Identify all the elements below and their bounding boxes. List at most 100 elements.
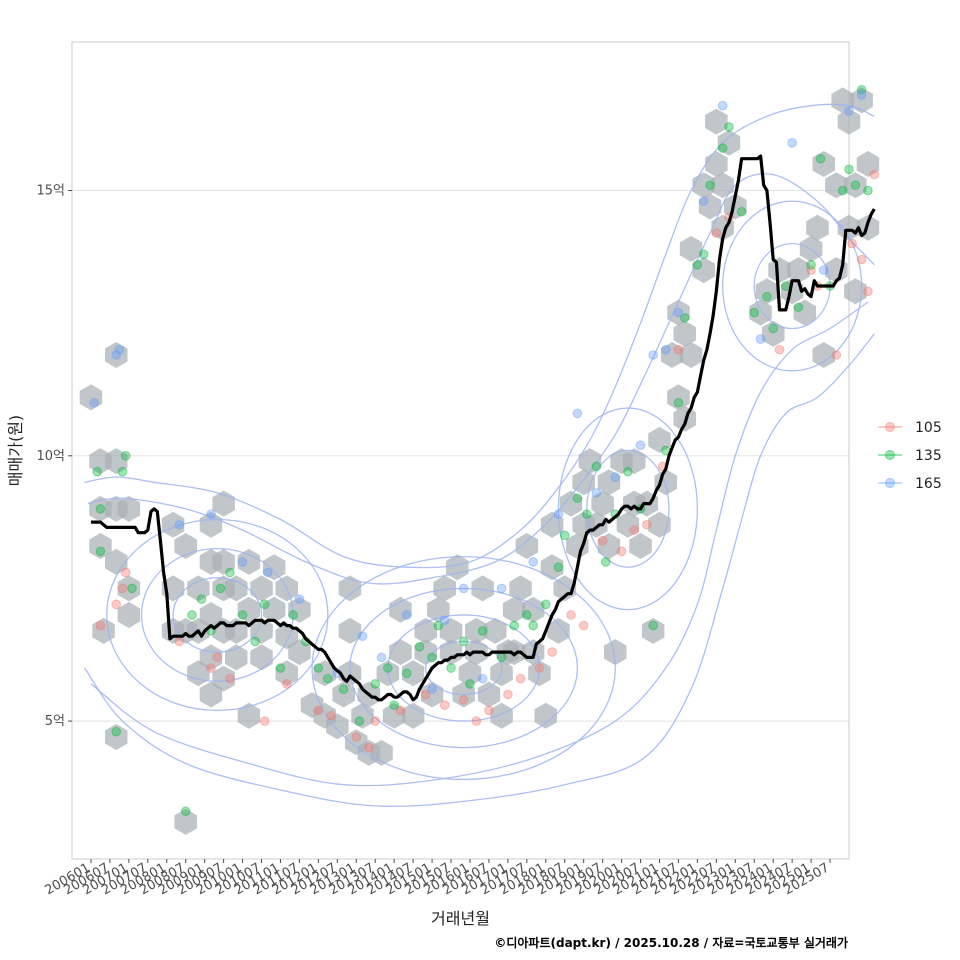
y-tick-label: 5억	[45, 714, 65, 729]
data-point-165	[376, 652, 387, 663]
x-axis-title: 거래년월	[431, 909, 490, 928]
data-point-135	[768, 323, 778, 334]
data-point-135	[370, 679, 381, 689]
data-point-135	[354, 716, 365, 726]
hex-bin	[351, 702, 374, 729]
hex-bin	[623, 448, 646, 475]
hex-bin	[547, 617, 570, 644]
data-point-165	[111, 350, 122, 360]
data-point-105	[351, 732, 362, 742]
density-contour	[90, 301, 869, 787]
data-point-135	[623, 466, 633, 477]
data-point-105	[547, 647, 557, 657]
data-point-105	[471, 716, 482, 726]
data-point-135	[844, 164, 854, 175]
data-point-165	[439, 615, 450, 626]
hex-bin	[212, 665, 235, 692]
data-point-135	[781, 281, 791, 291]
hex-bin	[768, 257, 791, 284]
density-contour-closed	[172, 577, 263, 653]
hex-bin	[174, 808, 197, 835]
hex-bin	[458, 660, 482, 687]
data-point-105	[673, 344, 684, 355]
hex-bin	[332, 681, 355, 708]
hex-bin	[212, 548, 235, 575]
legend-item-165: 165	[878, 476, 942, 492]
density-contour-closed	[311, 555, 616, 781]
hex-bin	[79, 384, 103, 411]
data-point-135	[572, 493, 583, 504]
data-point-105	[117, 583, 128, 594]
data-point-105	[439, 700, 450, 710]
hex-bin	[698, 193, 722, 220]
density-contour-closed	[349, 587, 579, 749]
y-tick-label: 10억	[36, 449, 65, 464]
hex-bin	[629, 533, 652, 559]
hex-bin	[117, 575, 141, 602]
data-point-135	[313, 663, 324, 673]
hex-bin	[667, 299, 690, 326]
density-contour-closed	[387, 614, 541, 722]
hex-bin	[117, 495, 141, 522]
data-point-135	[117, 466, 128, 477]
hex-bin	[648, 511, 671, 538]
data-point-135	[850, 180, 861, 191]
hex-bin	[534, 702, 557, 729]
data-point-105	[364, 742, 374, 753]
hex-bin	[705, 108, 728, 135]
hex-bin	[755, 278, 779, 305]
density-contour-closed	[722, 200, 863, 372]
data-point-165	[591, 488, 602, 498]
data-point-165	[263, 567, 273, 578]
hex-bin	[502, 639, 526, 666]
data-point-135	[496, 652, 507, 663]
hex-bin	[540, 511, 564, 538]
data-point-105	[259, 716, 270, 726]
hex-bin	[844, 172, 867, 199]
data-point-135	[95, 504, 106, 514]
data-point-105	[806, 265, 816, 275]
data-point-165	[661, 344, 671, 355]
data-point-135	[187, 610, 197, 620]
data-point-135	[540, 599, 551, 610]
hex-bin	[439, 617, 463, 644]
data-point-165	[635, 440, 646, 450]
data-point-135	[528, 620, 538, 631]
hex-bin	[641, 617, 665, 644]
hex-bin	[105, 342, 128, 368]
hex-bin	[477, 681, 501, 708]
data-point-165	[294, 594, 305, 604]
data-point-105	[111, 599, 122, 610]
data-point-105	[281, 679, 292, 689]
data-point-135	[427, 652, 437, 663]
data-point-165	[427, 684, 437, 695]
density-contour	[87, 173, 875, 585]
data-point-165	[572, 408, 583, 419]
data-point-135	[215, 583, 226, 594]
hex-bin	[262, 596, 286, 623]
hex-bin	[237, 702, 261, 729]
axes: 5억10억15억20060120060720070120070720080120…	[36, 184, 832, 899]
data-point-135	[259, 599, 270, 610]
data-point-105	[212, 652, 223, 663]
hex-bin	[679, 342, 703, 368]
hex-bin	[724, 193, 747, 220]
hex-bin	[711, 172, 734, 199]
hex-bin	[597, 469, 621, 496]
hex-bin	[521, 596, 545, 623]
data-point-165	[458, 583, 469, 594]
data-point-135	[446, 663, 456, 673]
data-point-135	[111, 726, 122, 737]
data-point-165	[844, 106, 854, 116]
hex-bin	[275, 660, 298, 687]
hex-bin	[225, 575, 248, 602]
data-point-165	[818, 265, 829, 275]
data-point-105	[831, 350, 842, 360]
data-point-135	[275, 663, 286, 673]
hex-bin	[559, 490, 583, 517]
hex-bin	[787, 257, 810, 284]
hex-bin	[761, 320, 785, 347]
density-contour-closed	[425, 640, 503, 696]
hex-bin	[275, 623, 298, 650]
legend-label: 105	[915, 420, 942, 436]
